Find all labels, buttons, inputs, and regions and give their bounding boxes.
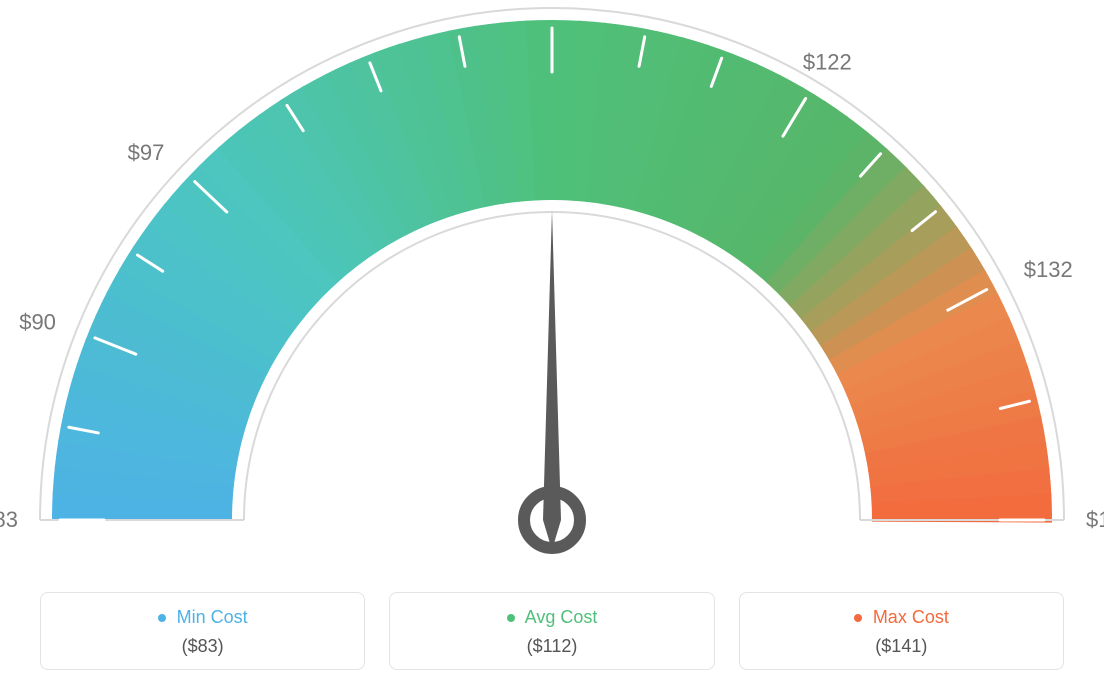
svg-text:$141: $141 xyxy=(1086,507,1104,532)
legend-min-dot xyxy=(158,614,166,622)
legend-max-dot xyxy=(854,614,862,622)
legend-max-label: Max Cost xyxy=(873,607,949,627)
legend-avg-value: ($112) xyxy=(390,636,713,657)
gauge-svg: $83$90$97$112$122$132$141 xyxy=(0,0,1104,560)
legend-card-min: Min Cost ($83) xyxy=(40,592,365,670)
svg-text:$97: $97 xyxy=(128,140,165,165)
legend-avg-title: Avg Cost xyxy=(390,607,713,628)
svg-text:$83: $83 xyxy=(0,507,18,532)
svg-text:$132: $132 xyxy=(1024,257,1073,282)
legend-avg-label: Avg Cost xyxy=(525,607,598,627)
legend-row: Min Cost ($83) Avg Cost ($112) Max Cost … xyxy=(40,592,1064,670)
legend-max-title: Max Cost xyxy=(740,607,1063,628)
svg-text:$90: $90 xyxy=(19,309,56,334)
cost-gauge-chart: $83$90$97$112$122$132$141 Min Cost ($83)… xyxy=(0,0,1104,690)
legend-min-value: ($83) xyxy=(41,636,364,657)
gauge-area: $83$90$97$112$122$132$141 xyxy=(0,0,1104,560)
legend-min-label: Min Cost xyxy=(177,607,248,627)
svg-text:$122: $122 xyxy=(803,49,852,74)
legend-max-value: ($141) xyxy=(740,636,1063,657)
legend-min-title: Min Cost xyxy=(41,607,364,628)
legend-card-max: Max Cost ($141) xyxy=(739,592,1064,670)
legend-card-avg: Avg Cost ($112) xyxy=(389,592,714,670)
legend-avg-dot xyxy=(507,614,515,622)
